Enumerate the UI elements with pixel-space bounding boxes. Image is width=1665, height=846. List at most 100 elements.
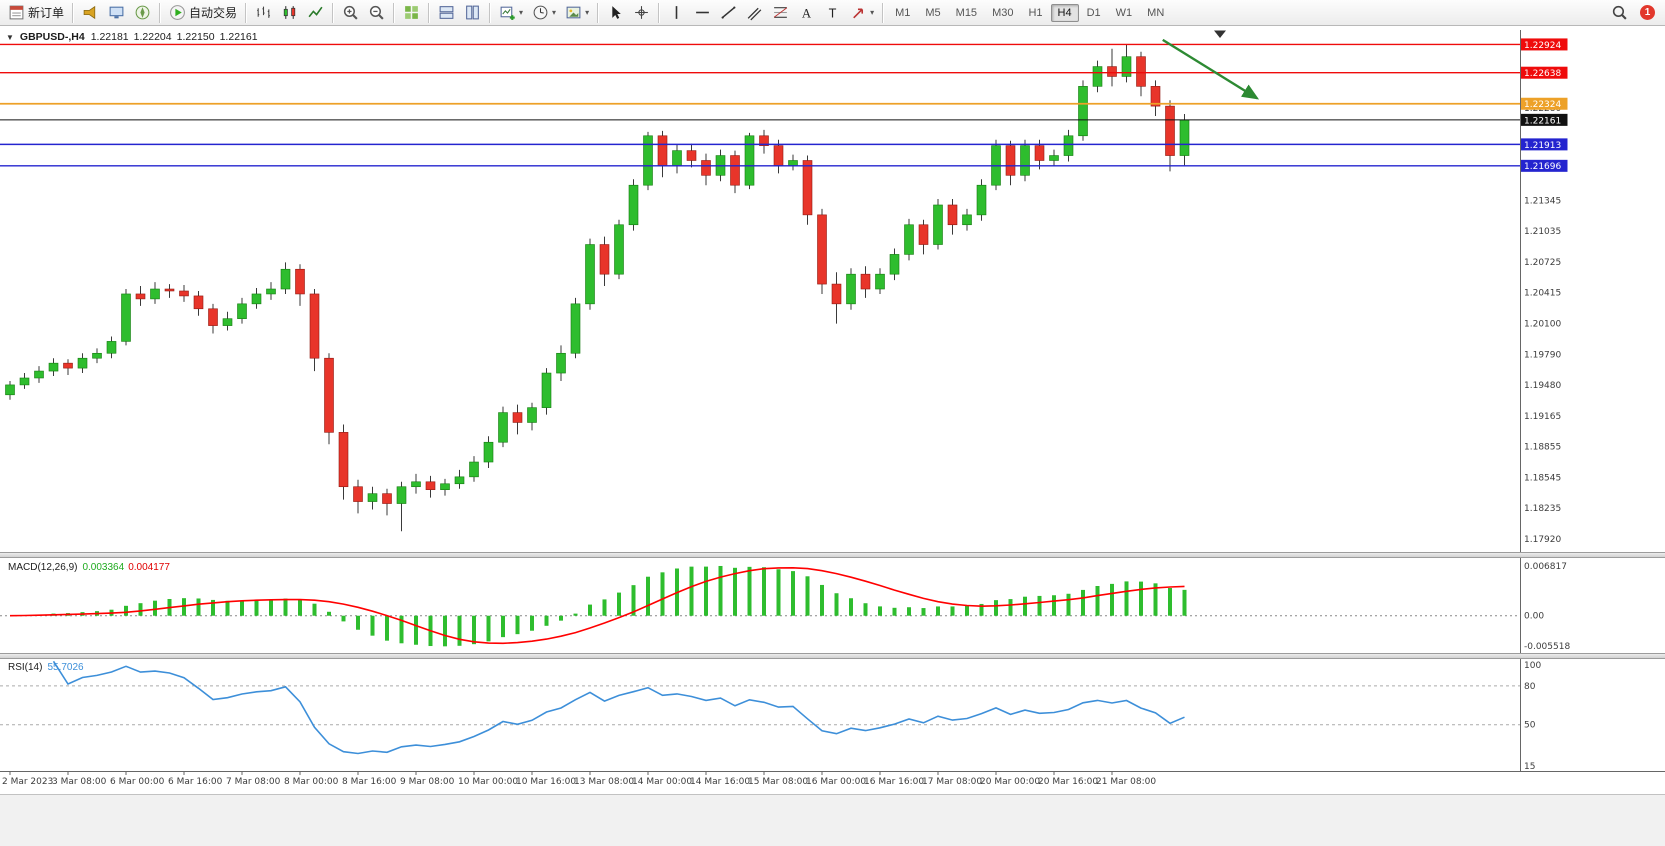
- trendline-tool[interactable]: [716, 1, 741, 25]
- price-tag: [1520, 113, 1568, 126]
- timeframe-d1[interactable]: D1: [1086, 6, 1101, 19]
- horizontal-lines-layer: 1.22924 1.22638 1.22324 1.22161 1.21913 1.216…: [0, 38, 1568, 172]
- svg-text:9 Mar 08:00: 9 Mar 08:00: [400, 777, 455, 787]
- linechart-icon: [308, 6, 323, 18]
- cursor-tool-button[interactable]: [603, 1, 628, 25]
- label-tool[interactable]: T: [820, 1, 845, 25]
- svg-text:1.21696: 1.21696: [1524, 162, 1561, 172]
- timeframe-w1[interactable]: W1: [1115, 6, 1133, 19]
- svg-text:T: T: [829, 5, 837, 20]
- svg-text:1.18545: 1.18545: [1524, 473, 1561, 483]
- autotrading-button[interactable]: 自动交易: [165, 1, 241, 25]
- vertical-line-tool[interactable]: [664, 1, 689, 25]
- periods-button[interactable]: ▾: [528, 1, 560, 25]
- ohlc-values: 1.22181 1.22204 1.22150 1.22161: [91, 31, 263, 43]
- timeframe-m5[interactable]: M5: [925, 6, 941, 19]
- cursor-icon: [612, 6, 621, 19]
- one-click-trading-toggle[interactable]: ▼: [6, 32, 14, 42]
- new-order-button-label: 新订单: [28, 6, 65, 20]
- pane-separator-macd[interactable]: [0, 552, 1665, 558]
- svg-text:0.00: 0.00: [1524, 612, 1544, 622]
- line-chart-type-button[interactable]: [303, 1, 328, 25]
- autotrading-button-label: 自动交易: [189, 6, 238, 20]
- svg-text:1.17920: 1.17920: [1524, 535, 1561, 545]
- macd-signal-value: 0.004177: [128, 562, 170, 573]
- svg-text:7 Mar 08:00: 7 Mar 08:00: [226, 777, 281, 787]
- svg-text:8 Mar 00:00: 8 Mar 00:00: [284, 777, 339, 787]
- bar-chart-type-button[interactable]: [251, 1, 276, 25]
- rsi-line: [52, 660, 1185, 755]
- candles-layer: [5, 44, 1190, 532]
- svg-text:10 Mar 16:00: 10 Mar 16:00: [516, 777, 576, 787]
- price-tag: [1520, 159, 1568, 172]
- horn-icon: [83, 5, 96, 20]
- macd-histogram: [22, 565, 1187, 647]
- navigator-icon: [135, 5, 150, 20]
- svg-text:15: 15: [1524, 762, 1535, 772]
- zoomin-icon: [343, 5, 358, 20]
- chart-title: ▼ GBPUSD-,H4 1.22181 1.22204 1.22150 1.2216…: [6, 31, 263, 43]
- svg-text:50: 50: [1524, 721, 1536, 731]
- toolbar-separator: [489, 2, 492, 23]
- toolbar-separator: [332, 2, 335, 23]
- svg-text:20 Mar 16:00: 20 Mar 16:00: [1038, 777, 1098, 787]
- arrows-tool[interactable]: ▾: [846, 1, 878, 25]
- tile-windows-button[interactable]: [399, 1, 424, 25]
- dropdown-caret-icon[interactable]: ▾: [552, 7, 557, 17]
- svg-text:-0.005518: -0.005518: [1524, 642, 1570, 652]
- svg-text:0.006817: 0.006817: [1524, 562, 1567, 572]
- svg-text:1.21345: 1.21345: [1524, 197, 1561, 207]
- text-tool[interactable]: A: [794, 1, 819, 25]
- svg-text:1.19790: 1.19790: [1524, 350, 1561, 360]
- fibonacci-tool[interactable]: [768, 1, 793, 25]
- zoom-in-button[interactable]: [338, 1, 363, 25]
- tile-vertical-button[interactable]: [460, 1, 485, 25]
- charts-panel-button[interactable]: [78, 1, 103, 25]
- new-order-button[interactable]: 新订单: [4, 1, 68, 25]
- svg-text:100: 100: [1524, 661, 1541, 671]
- search-button[interactable]: [1607, 1, 1632, 25]
- svg-text:1.21913: 1.21913: [1524, 141, 1561, 151]
- notification-badge[interactable]: 1: [1640, 5, 1655, 20]
- svg-text:1.22324: 1.22324: [1524, 100, 1561, 110]
- price-tag: [1520, 66, 1568, 79]
- toolbar-separator: [428, 2, 431, 23]
- timeframe-h4[interactable]: H4: [1050, 3, 1079, 22]
- toolbar-separator: [393, 2, 396, 23]
- svg-text:8 Mar 16:00: 8 Mar 16:00: [342, 777, 397, 787]
- dropdown-caret-icon[interactable]: ▾: [870, 7, 875, 17]
- timeframe-h1[interactable]: H1: [1028, 6, 1043, 19]
- market-watch-button[interactable]: [104, 1, 129, 25]
- fibo-icon: [773, 7, 788, 18]
- toolbar-separator: [245, 2, 248, 23]
- toolbar-separator: [72, 2, 75, 23]
- price-chart-svg[interactable]: 1.222801.213451.210351.207251.204151.201…: [0, 0, 1665, 796]
- pane-separator-rsi[interactable]: [0, 653, 1665, 659]
- bottom-panel-area: [0, 794, 1665, 846]
- navigator-button[interactable]: [130, 1, 155, 25]
- open-value: 1.22181: [90, 31, 129, 43]
- svg-text:10 Mar 00:00: 10 Mar 00:00: [458, 777, 518, 787]
- templates-button[interactable]: ▾: [561, 1, 593, 25]
- svg-text:17 Mar 08:00: 17 Mar 08:00: [922, 777, 982, 787]
- candlestick-chart-type-button[interactable]: [277, 1, 302, 25]
- timeframe-m30[interactable]: M30: [992, 6, 1014, 19]
- macd-signal-line: [9, 566, 1185, 645]
- horizontal-line-tool[interactable]: [690, 1, 715, 25]
- tilev-icon: [466, 5, 479, 20]
- timeframe-m1[interactable]: M1: [895, 6, 911, 19]
- new-chart-button[interactable]: ▾: [495, 1, 527, 25]
- trend-arrow-annotation[interactable]: [1162, 38, 1260, 100]
- crosshair-tool-button[interactable]: [629, 1, 654, 25]
- dropdown-caret-icon[interactable]: ▾: [519, 7, 524, 17]
- textA-icon: A: [802, 6, 812, 20]
- timeframe-m15[interactable]: M15: [955, 6, 978, 19]
- cascade-windows-button[interactable]: [434, 1, 459, 25]
- zoom-out-button[interactable]: [364, 1, 389, 25]
- channel-tool[interactable]: [742, 1, 767, 25]
- toolbar-separator: [882, 2, 885, 23]
- timeframe-mn[interactable]: MN: [1147, 6, 1165, 19]
- dropdown-caret-icon[interactable]: ▾: [585, 7, 590, 17]
- grid-icon: [405, 6, 418, 19]
- symbol-period-label: GBPUSD-,H4: [19, 31, 85, 43]
